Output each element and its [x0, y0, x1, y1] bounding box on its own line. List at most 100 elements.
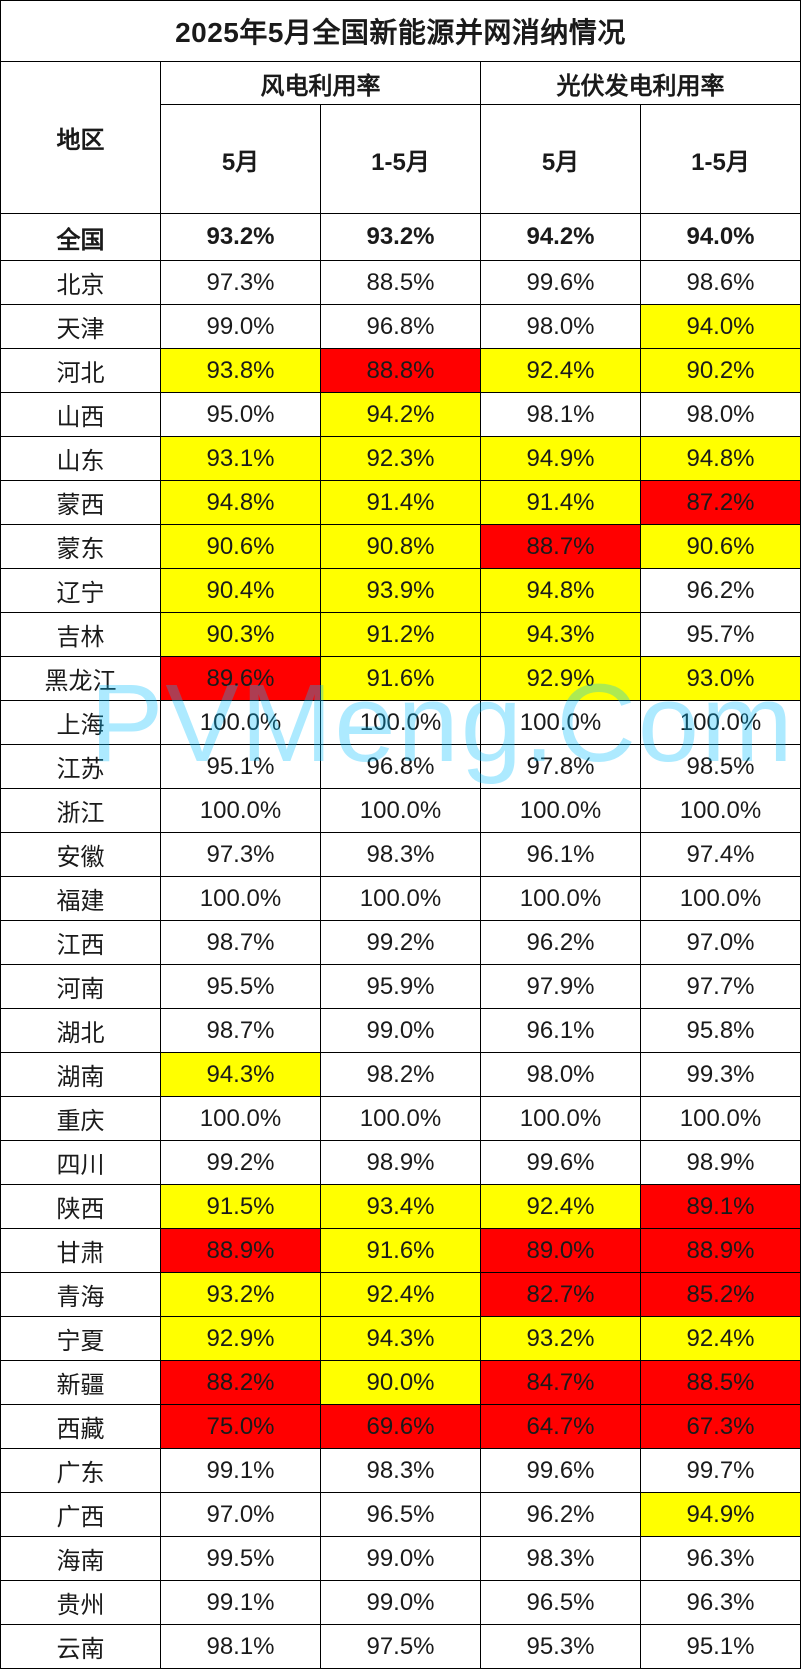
solar-may-cell: 99.6%: [480, 1448, 641, 1493]
table-row: 河北 93.8% 88.8% 92.4% 90.2%: [0, 348, 801, 393]
solar-ytd-cell: 94.0%: [640, 304, 801, 349]
wind-utilization-header: 风电利用率: [160, 61, 481, 105]
region-cell: 湖南: [0, 1052, 161, 1097]
solar-may-cell: 92.9%: [480, 656, 641, 701]
wind-ytd-cell: 96.8%: [320, 744, 481, 789]
solar-ytd-cell: 98.0%: [640, 392, 801, 437]
table-row: 蒙东 90.6% 90.8% 88.7% 90.6%: [0, 524, 801, 569]
wind-ytd-cell: 91.2%: [320, 612, 481, 657]
wind-ytd-cell: 88.5%: [320, 260, 481, 305]
solar-ytd-cell: 100.0%: [640, 700, 801, 745]
region-cell: 辽宁: [0, 568, 161, 613]
solar-ytd-cell: 96.3%: [640, 1536, 801, 1581]
table-row: 四川 99.2% 98.9% 99.6% 98.9%: [0, 1140, 801, 1185]
solar-ytd-cell: 95.8%: [640, 1008, 801, 1053]
wind-may-cell: 92.9%: [160, 1316, 321, 1361]
solar-may-cell: 84.7%: [480, 1360, 641, 1405]
solar-may-cell: 100.0%: [480, 1096, 641, 1141]
table-row: 浙江 100.0% 100.0% 100.0% 100.0%: [0, 788, 801, 833]
wind-ytd-cell: 92.4%: [320, 1272, 481, 1317]
region-cell: 四川: [0, 1140, 161, 1185]
wind-may-cell: 97.3%: [160, 260, 321, 305]
wind-may-cell: 89.6%: [160, 656, 321, 701]
solar-may-header: 5月: [480, 104, 641, 214]
wind-ytd-cell: 98.3%: [320, 832, 481, 877]
region-cell: 甘肃: [0, 1228, 161, 1273]
wind-may-cell: 90.3%: [160, 612, 321, 657]
wind-may-cell: 100.0%: [160, 1096, 321, 1141]
wind-ytd-cell: 96.5%: [320, 1492, 481, 1537]
table-row: 云南 98.1% 97.5% 95.3% 95.1%: [0, 1624, 801, 1669]
table-row: 重庆 100.0% 100.0% 100.0% 100.0%: [0, 1096, 801, 1141]
table-row: 吉林 90.3% 91.2% 94.3% 95.7%: [0, 612, 801, 657]
wind-ytd-cell: 93.4%: [320, 1184, 481, 1229]
wind-may-cell: 98.7%: [160, 920, 321, 965]
region-cell: 云南: [0, 1624, 161, 1669]
wind-may-cell: 98.7%: [160, 1008, 321, 1053]
table-row: 青海 93.2% 92.4% 82.7% 85.2%: [0, 1272, 801, 1317]
solar-may-cell: 82.7%: [480, 1272, 641, 1317]
wind-ytd-cell: 100.0%: [320, 876, 481, 921]
solar-ytd-cell: 98.9%: [640, 1140, 801, 1185]
wind-ytd-cell: 90.0%: [320, 1360, 481, 1405]
region-cell: 天津: [0, 304, 161, 349]
wind-may-cell: 93.1%: [160, 436, 321, 481]
region-cell: 蒙东: [0, 524, 161, 569]
wind-may-cell: 90.6%: [160, 524, 321, 569]
wind-may-cell: 100.0%: [160, 876, 321, 921]
wind-may-cell: 88.9%: [160, 1228, 321, 1273]
region-cell: 江西: [0, 920, 161, 965]
national-solar-ytd-cell: 94.0%: [640, 213, 801, 261]
solar-may-cell: 100.0%: [480, 700, 641, 745]
solar-ytd-cell: 90.6%: [640, 524, 801, 569]
wind-ytd-cell: 97.5%: [320, 1624, 481, 1669]
solar-may-cell: 100.0%: [480, 788, 641, 833]
solar-ytd-cell: 100.0%: [640, 1096, 801, 1141]
wind-ytd-cell: 95.9%: [320, 964, 481, 1009]
region-cell: 山西: [0, 392, 161, 437]
solar-may-cell: 98.1%: [480, 392, 641, 437]
solar-may-cell: 98.0%: [480, 1052, 641, 1097]
solar-ytd-cell: 88.5%: [640, 1360, 801, 1405]
wind-ytd-header: 1-5月: [320, 104, 481, 214]
solar-ytd-cell: 98.5%: [640, 744, 801, 789]
region-cell: 广东: [0, 1448, 161, 1493]
solar-may-cell: 96.1%: [480, 1008, 641, 1053]
wind-ytd-cell: 100.0%: [320, 788, 481, 833]
table-row: 河南 95.5% 95.9% 97.9% 97.7%: [0, 964, 801, 1009]
solar-may-cell: 99.6%: [480, 260, 641, 305]
solar-may-cell: 89.0%: [480, 1228, 641, 1273]
wind-may-cell: 95.0%: [160, 392, 321, 437]
solar-may-cell: 99.6%: [480, 1140, 641, 1185]
solar-may-cell: 97.8%: [480, 744, 641, 789]
solar-may-cell: 94.3%: [480, 612, 641, 657]
solar-ytd-cell: 67.3%: [640, 1404, 801, 1449]
wind-ytd-cell: 88.8%: [320, 348, 481, 393]
table-row: 辽宁 90.4% 93.9% 94.8% 96.2%: [0, 568, 801, 613]
solar-ytd-cell: 95.1%: [640, 1624, 801, 1669]
table-row: 陕西 91.5% 93.4% 92.4% 89.1%: [0, 1184, 801, 1229]
table-row: 天津 99.0% 96.8% 98.0% 94.0%: [0, 304, 801, 349]
wind-may-cell: 97.3%: [160, 832, 321, 877]
solar-ytd-cell: 97.7%: [640, 964, 801, 1009]
solar-ytd-cell: 95.7%: [640, 612, 801, 657]
table-row: 贵州 99.1% 99.0% 96.5% 96.3%: [0, 1580, 801, 1625]
wind-ytd-cell: 92.3%: [320, 436, 481, 481]
wind-ytd-cell: 96.8%: [320, 304, 481, 349]
solar-may-cell: 97.9%: [480, 964, 641, 1009]
solar-may-cell: 98.0%: [480, 304, 641, 349]
solar-may-cell: 92.4%: [480, 348, 641, 393]
region-cell: 江苏: [0, 744, 161, 789]
wind-ytd-cell: 98.3%: [320, 1448, 481, 1493]
table-row: 甘肃 88.9% 91.6% 89.0% 88.9%: [0, 1228, 801, 1273]
wind-ytd-cell: 99.0%: [320, 1536, 481, 1581]
wind-may-cell: 91.5%: [160, 1184, 321, 1229]
wind-may-cell: 99.1%: [160, 1448, 321, 1493]
solar-may-cell: 95.3%: [480, 1624, 641, 1669]
national-row: 全国 93.2% 93.2% 94.2% 94.0%: [0, 213, 801, 261]
table-row: 黑龙江 89.6% 91.6% 92.9% 93.0%: [0, 656, 801, 701]
wind-ytd-cell: 94.3%: [320, 1316, 481, 1361]
region-cell: 黑龙江: [0, 656, 161, 701]
solar-ytd-cell: 96.2%: [640, 568, 801, 613]
table-row: 山西 95.0% 94.2% 98.1% 98.0%: [0, 392, 801, 437]
